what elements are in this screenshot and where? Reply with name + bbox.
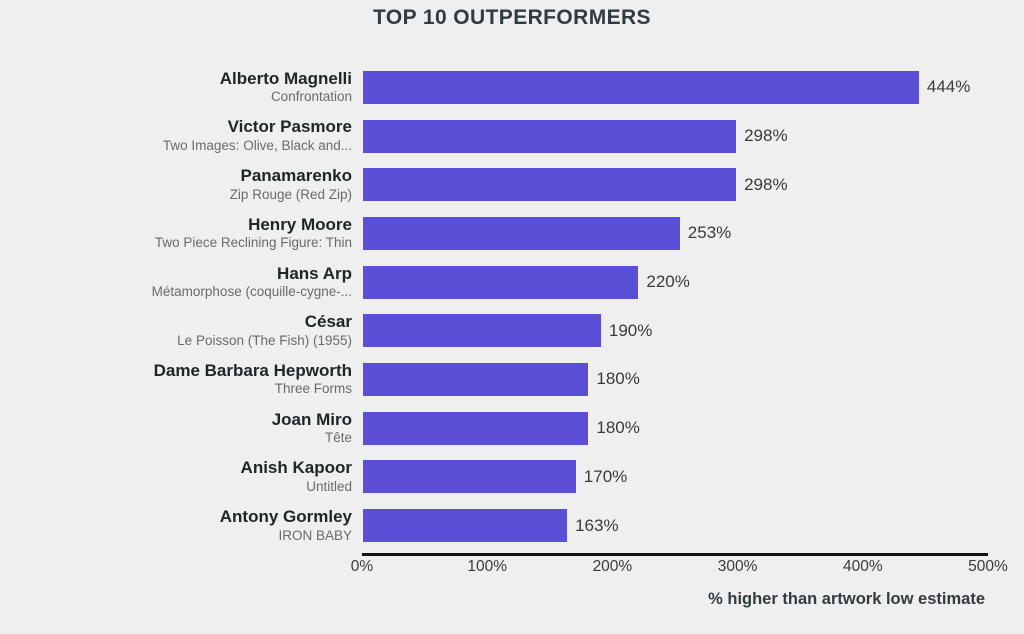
bar-row: Panamarenko Zip Rouge (Red Zip) 298% <box>0 160 1024 209</box>
artwork-title: Confrontation <box>270 89 352 105</box>
bar <box>363 216 680 250</box>
bar-track: 220% <box>363 265 1024 299</box>
x-tick-label: 500% <box>968 558 1008 575</box>
row-labels: Hans Arp Métamorphose (coquille-cygne-... <box>0 264 352 301</box>
value-label: 170% <box>583 466 628 486</box>
artist-name: Dame Barbara Hepworth <box>153 360 352 380</box>
x-tick-label: 100% <box>467 558 508 575</box>
bar-track: 163% <box>363 509 1024 543</box>
bar <box>363 362 589 396</box>
bar <box>363 509 568 543</box>
value-label: 253% <box>687 223 732 243</box>
row-labels: Antony Gormley IRON BABY <box>0 507 352 544</box>
bar-row: Henry Moore Two Piece Reclining Figure: T… <box>0 209 1024 258</box>
x-axis-line <box>362 553 988 556</box>
bar-track: 190% <box>363 314 1024 348</box>
x-axis-label: % higher than artwork low estimate <box>708 590 985 608</box>
x-axis-ticks: 0% 100% 200% 300% 400% 500% <box>351 558 1008 578</box>
bar-track: 253% <box>363 216 1024 250</box>
artwork-title: IRON BABY <box>278 527 352 543</box>
artwork-title: Three Forms <box>274 381 352 397</box>
bar-track: 170% <box>363 460 1024 494</box>
x-tick-label: 200% <box>592 558 633 575</box>
row-labels: César Le Poisson (The Fish) (1955) <box>0 312 352 349</box>
artwork-title: Two Piece Reclining Figure: Thin <box>154 235 352 251</box>
row-labels: Dame Barbara Hepworth Three Forms <box>0 361 352 398</box>
artist-name: Panamarenko <box>240 166 353 186</box>
bar-row: Joan Miro Tête 180% <box>0 404 1024 453</box>
value-label: 444% <box>926 77 971 97</box>
bar-track: 298% <box>363 119 1024 153</box>
bar <box>363 314 601 348</box>
bar-row: César Le Poisson (The Fish) (1955) 190% <box>0 306 1024 355</box>
value-label: 180% <box>596 369 640 389</box>
bar-row: Victor Pasmore Two Images: Olive, Black a… <box>0 112 1024 161</box>
bar-row: Alberto Magnelli Confrontation 444% <box>0 63 1024 112</box>
artwork-title: Untitled <box>306 478 352 494</box>
bar <box>363 265 639 299</box>
artist-name: Anish Kapoor <box>240 458 352 478</box>
artwork-title: Métamorphose (coquille-cygne-... <box>151 284 352 300</box>
row-labels: Panamarenko Zip Rouge (Red Zip) <box>0 166 352 203</box>
row-labels: Alberto Magnelli Confrontation <box>0 69 352 106</box>
bar-row: Antony Gormley IRON BABY 163% <box>0 501 1024 550</box>
bar <box>363 119 737 153</box>
bar <box>363 460 576 494</box>
row-labels: Joan Miro Tête <box>0 410 352 447</box>
artwork-title: Zip Rouge (Red Zip) <box>229 186 352 202</box>
artist-name: Antony Gormley <box>219 506 352 526</box>
x-tick-label: 300% <box>717 558 758 575</box>
artist-name: Joan Miro <box>271 409 352 429</box>
bar <box>363 168 737 202</box>
artwork-title: Two Images: Olive, Black and... <box>162 138 352 154</box>
bar <box>363 70 919 104</box>
x-tick-label: 0% <box>350 558 374 575</box>
artwork-title: Le Poisson (The Fish) (1955) <box>177 332 352 348</box>
value-label: 220% <box>646 272 690 292</box>
value-label: 163% <box>575 515 619 535</box>
bar-row: Anish Kapoor Untitled 170% <box>0 453 1024 502</box>
artist-name: Henry Moore <box>248 214 352 234</box>
bar-track: 298% <box>363 168 1024 202</box>
x-tick-label: 400% <box>842 558 883 575</box>
bar-track: 444% <box>363 70 1024 104</box>
chart-title: TOP 10 OUTPERFORMERS <box>373 6 651 29</box>
value-label: 298% <box>744 126 788 146</box>
value-label: 180% <box>596 418 640 438</box>
value-label: 298% <box>744 174 788 194</box>
bar-row: Dame Barbara Hepworth Three Forms 180% <box>0 355 1024 404</box>
row-labels: Henry Moore Two Piece Reclining Figure: T… <box>0 215 352 252</box>
artwork-title: Tête <box>324 430 352 446</box>
bar-rows: Alberto Magnelli Confrontation 444% Victor … <box>0 63 1024 550</box>
artist-name: Hans Arp <box>277 263 352 283</box>
bar-track: 180% <box>363 362 1024 396</box>
row-labels: Victor Pasmore Two Images: Olive, Black a… <box>0 117 352 154</box>
artist-name: Victor Pasmore <box>227 117 352 137</box>
bar <box>363 411 589 445</box>
row-labels: Anish Kapoor Untitled <box>0 458 352 495</box>
artist-name: César <box>304 312 352 332</box>
bar-track: 180% <box>363 411 1024 445</box>
artist-name: Alberto Magnelli <box>219 68 352 88</box>
bar-row: Hans Arp Métamorphose (coquille-cygne-...… <box>0 258 1024 307</box>
value-label: 190% <box>608 320 653 340</box>
